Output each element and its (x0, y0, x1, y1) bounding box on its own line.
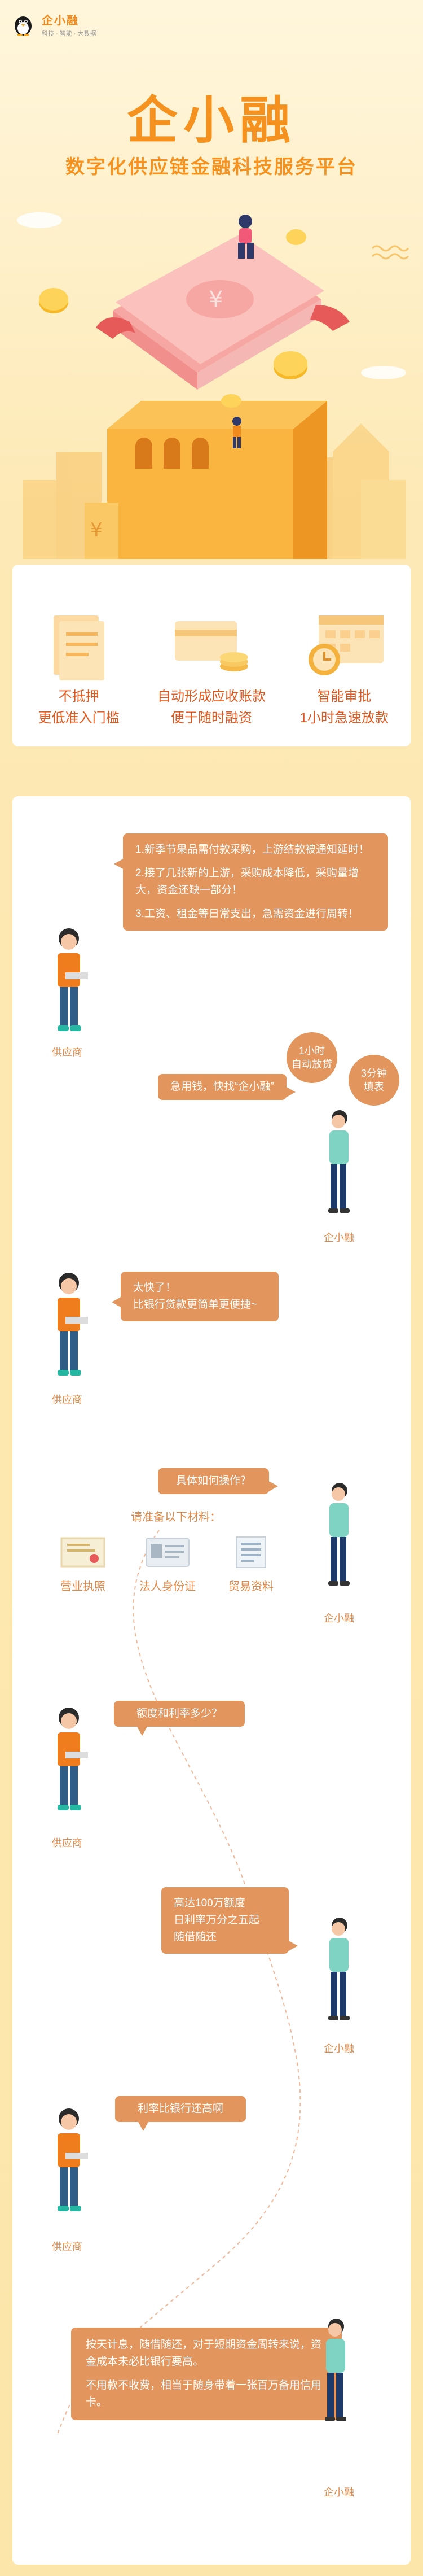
money-stack-icon: ¥ (96, 234, 350, 390)
message-line: 利率比银行还高啊 (138, 2103, 224, 2115)
svg-text:¥: ¥ (209, 287, 223, 313)
speaker-label-company: 企小融 (324, 1232, 354, 1243)
feature-smart-approval: 智能审批 1小时急速放款 (288, 610, 400, 729)
feature-line2: 更低准入门槛 (38, 710, 120, 726)
message-line: 高达100万额度 (174, 1897, 245, 1909)
card-coins-icon (174, 621, 248, 671)
speaker-label-company: 企小融 (324, 1613, 354, 1624)
feature-line1: 自动形成应收账款 (157, 689, 266, 704)
material-label: 法人身份证 (139, 1580, 196, 1593)
message-line: 按天计息，随借随还，对于短期资金周转来说，资金成本未必比银行要高。 (86, 2339, 322, 2368)
feature-line2: 便于随时融资 (170, 710, 252, 726)
message-bubble-3: 太快了！ 比银行贷款更简单更便捷~ (112, 1272, 279, 1321)
document-icon (53, 615, 104, 680)
message-line: 太快了！ (133, 1282, 177, 1294)
svg-text:¥: ¥ (90, 519, 103, 542)
hero-section: 企小融 科技 · 智能 · 大数据 企小融 数字化供应链金融科技服务平台 (0, 0, 423, 565)
speaker-label-company: 企小融 (324, 2487, 354, 2498)
badge-line: 填表 (364, 1081, 384, 1093)
message-bubble-8: 按天计息，随借随还，对于短期资金周转来说，资金成本未必比银行要高。 不用款不收费… (71, 2328, 342, 2420)
supplier-avatar-icon (58, 1708, 88, 1810)
feature-line2: 1小时急速放款 (299, 710, 389, 726)
speaker-label-company: 企小融 (324, 2043, 354, 2054)
supplier-avatar-icon (58, 928, 88, 1031)
company-avatar-icon (328, 1483, 350, 1586)
feature-receivables: 自动形成应收账款 便于随时融资 (155, 610, 268, 729)
bank-building-icon: ¥ (85, 401, 327, 559)
material-business-license: 营业执照 (52, 1536, 114, 1593)
brand-logo[interactable]: 企小融 科技 · 智能 · 大数据 (11, 11, 96, 38)
feature-line1: 不抵押 (58, 689, 99, 704)
message-bubble-5: 额度和利率多少？ (114, 1701, 245, 1736)
message-line: 随借随还 (174, 1931, 217, 1943)
material-label: 贸易资料 (228, 1580, 274, 1593)
message-line: 不用款不收费，相当于随身带着一张百万备用信用卡。 (86, 2379, 322, 2408)
person-on-money-icon (238, 215, 254, 259)
message-bubble-4: 具体如何操作？ (158, 1468, 279, 1494)
hero-illustration: ¥ ¥ (17, 212, 409, 559)
message-line: 3.工资、租金等日常支出，急需资金进行周转！ (135, 908, 359, 920)
message-bubble-7: 利率比银行还高啊 (115, 2096, 246, 2131)
material-label: 营业执照 (60, 1580, 105, 1593)
badge-1h-auto-loan: 1小时 自动放贷 (287, 1032, 337, 1083)
message-line: 2.接了几张新的上游，采购成本降低，采购量增大，资金还缺一部分！ (135, 867, 359, 896)
message-line: 1.新季节果品需付款采购，上游结款被通知延时！ (135, 844, 369, 855)
supplier-avatar-icon (58, 1273, 88, 1376)
license-icon (60, 1537, 105, 1568)
message-line: 比银行贷款更简单更便捷~ (133, 1299, 258, 1311)
cloud-icon (17, 212, 406, 379)
message-bubble-1: 1.新季节果品需付款采购，上游结款被通知延时！ 2.接了几张新的上游，采购成本降… (114, 833, 388, 931)
penguin-logo-icon (15, 16, 32, 36)
speaker-label-supplier: 供应商 (52, 1394, 82, 1405)
hero-subtitle: 数字化供应链金融科技服务平台 (65, 156, 358, 178)
features-card: 不抵押 更低准入门槛 自动形成应收账款 便于随时融资 智能审批 1小时急速 (12, 565, 411, 746)
conversation-card: 1.新季节果品需付款采购，上游结款被通知延时！ 2.接了几张新的上游，采购成本降… (12, 796, 411, 2565)
feature-no-collateral: 不抵押 更低准入门槛 (23, 610, 135, 729)
message-bubble-6: 高达100万额度 日利率万分之五起 随借随还 (161, 1887, 298, 1954)
brand-tagline: 科技 · 智能 · 大数据 (42, 30, 96, 37)
id-card-icon (146, 1538, 190, 1567)
message-line: 额度和利率多少？ (136, 1708, 223, 1719)
company-avatar-icon (325, 2319, 346, 2421)
message-bubble-2: 急用钱，快找“企小融” (158, 1074, 296, 1100)
person-on-building-icon (232, 417, 241, 448)
badge-line: 自动放贷 (292, 1059, 332, 1070)
speaker-label-supplier: 供应商 (52, 2241, 82, 2252)
materials-title: 请准备以下材料： (131, 1511, 221, 1523)
material-legal-id: 法人身份证 (136, 1536, 199, 1593)
trade-docs-icon (236, 1536, 266, 1568)
material-trade-docs: 贸易资料 (220, 1536, 282, 1593)
message-line: 具体如何操作？ (176, 1475, 252, 1487)
feature-line1: 智能审批 (317, 689, 372, 704)
speaker-label-supplier: 供应商 (52, 1047, 82, 1058)
brand-name: 企小融 (42, 15, 79, 27)
supplier-avatar-icon (58, 2108, 88, 2211)
badge-3min-form: 3分钟 填表 (349, 1055, 399, 1106)
company-avatar-icon (328, 1918, 350, 2020)
coin-icon (39, 229, 307, 408)
message-line: 日利率万分之五起 (174, 1914, 260, 1926)
badge-line: 3分钟 (360, 1068, 387, 1079)
speaker-label-supplier: 供应商 (52, 1837, 82, 1849)
hero-title: 企小融 (127, 91, 296, 150)
badge-line: 1小时 (298, 1045, 325, 1056)
alarm-clock-icon (309, 615, 384, 675)
dashed-path (57, 1530, 301, 2434)
company-avatar-icon (328, 1110, 350, 1213)
message-line: 急用钱，快找“企小融” (170, 1081, 274, 1093)
